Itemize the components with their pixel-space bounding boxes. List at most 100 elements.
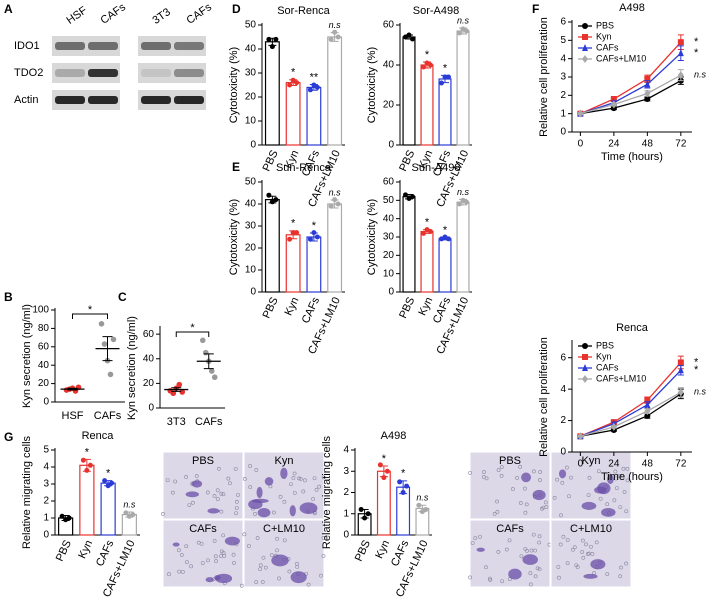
- bar: [402, 36, 416, 146]
- data-point: [332, 197, 338, 203]
- pore: [219, 554, 223, 558]
- pore: [221, 492, 226, 497]
- y-tick-label: 0: [43, 530, 49, 541]
- pore: [277, 576, 281, 581]
- data-point: [577, 432, 584, 441]
- pore: [596, 469, 601, 474]
- y-axis-label: Cytotoxicity (%): [366, 47, 378, 123]
- series-line: [580, 41, 682, 115]
- legend-label: CAFs+LM10: [596, 53, 646, 63]
- pore: [504, 547, 509, 552]
- chart-title: Sor-A498: [413, 5, 459, 17]
- significance: *: [88, 304, 93, 316]
- blot-band: [174, 42, 204, 50]
- panel-letter: A: [4, 2, 13, 16]
- pore: [206, 558, 210, 563]
- pore: [482, 470, 486, 474]
- error-bar: [203, 353, 214, 370]
- pore: [529, 548, 534, 553]
- data-point: [644, 89, 651, 98]
- legend-label: PBS: [596, 20, 614, 30]
- data-point: [644, 96, 651, 102]
- pore: [254, 468, 259, 472]
- pore: [216, 466, 221, 471]
- x-tick-label: PBS: [261, 295, 281, 320]
- data-point: [397, 479, 403, 485]
- pore: [215, 488, 220, 493]
- pore: [613, 469, 618, 474]
- blot-strip: [52, 36, 120, 56]
- pore: [558, 542, 563, 547]
- significance: *: [694, 364, 699, 376]
- significance: *: [85, 446, 90, 458]
- pore: [468, 470, 473, 475]
- micrograph-tile: [162, 451, 244, 520]
- y-tick-label: 4: [560, 384, 566, 395]
- pore: [470, 541, 475, 545]
- cell: [224, 536, 240, 546]
- x-tick-label: CAFs: [94, 538, 117, 568]
- y-tick-label: 20: [383, 100, 395, 111]
- pore: [187, 503, 192, 508]
- pore: [184, 544, 189, 549]
- pore: [614, 486, 619, 490]
- pore: [321, 554, 326, 558]
- x-tick-label: 72: [675, 139, 687, 150]
- y-tick-label: 0: [250, 140, 256, 151]
- cell: [594, 486, 607, 494]
- pore: [205, 490, 210, 495]
- chart-title: Sun-Renca: [276, 162, 332, 174]
- data-point: [208, 368, 215, 374]
- pore: [567, 494, 571, 499]
- bar: [402, 196, 416, 293]
- cell: [264, 477, 274, 486]
- y-tick-label: 2: [43, 496, 49, 507]
- pore: [165, 478, 170, 483]
- pore: [540, 506, 544, 511]
- pore: [263, 565, 268, 570]
- pore: [496, 550, 501, 554]
- y-tick-label: 4: [343, 445, 349, 456]
- data-point: [123, 510, 129, 516]
- pore: [319, 573, 323, 578]
- pore: [594, 540, 599, 545]
- x-tick-label: PBS: [397, 295, 417, 320]
- y-tick-label: 3: [560, 72, 566, 83]
- y-tick-label: 3: [343, 466, 349, 477]
- pore: [219, 491, 224, 496]
- blot-band: [88, 96, 118, 104]
- legend-label: Kyn: [596, 351, 612, 361]
- data-point: [410, 194, 415, 200]
- y-tick-label: 40: [383, 213, 395, 224]
- pore: [242, 532, 247, 537]
- x-tick-label: Kyn: [373, 538, 392, 560]
- pore: [495, 499, 499, 504]
- chart-title: Sor-Renca: [277, 5, 330, 17]
- pore: [228, 481, 232, 486]
- blot-strip: [52, 90, 120, 110]
- cell: [207, 508, 220, 514]
- pore: [581, 555, 586, 560]
- data-point: [362, 515, 368, 521]
- cell: [601, 507, 616, 517]
- series-line: [580, 393, 682, 437]
- data-point: [410, 36, 415, 42]
- data-point: [384, 468, 390, 474]
- pore: [311, 497, 315, 501]
- blot-band: [88, 69, 118, 77]
- series-line: [580, 391, 682, 437]
- legend-label: CAFs: [596, 362, 619, 372]
- cell: [214, 575, 221, 581]
- series-line: [580, 369, 682, 437]
- pore: [525, 548, 529, 553]
- y-tick-label: 30: [245, 221, 257, 232]
- lane-label: HSF: [65, 4, 90, 27]
- y-axis-label: Cytotoxicity (%): [228, 199, 240, 275]
- row-label: IDO1: [14, 40, 40, 52]
- micrograph-label: C+LM10: [263, 523, 305, 535]
- blot-band: [141, 69, 171, 77]
- error-bar: [67, 387, 78, 391]
- pore: [261, 555, 266, 560]
- pore: [617, 473, 622, 478]
- y-tick-label: 2: [343, 487, 349, 498]
